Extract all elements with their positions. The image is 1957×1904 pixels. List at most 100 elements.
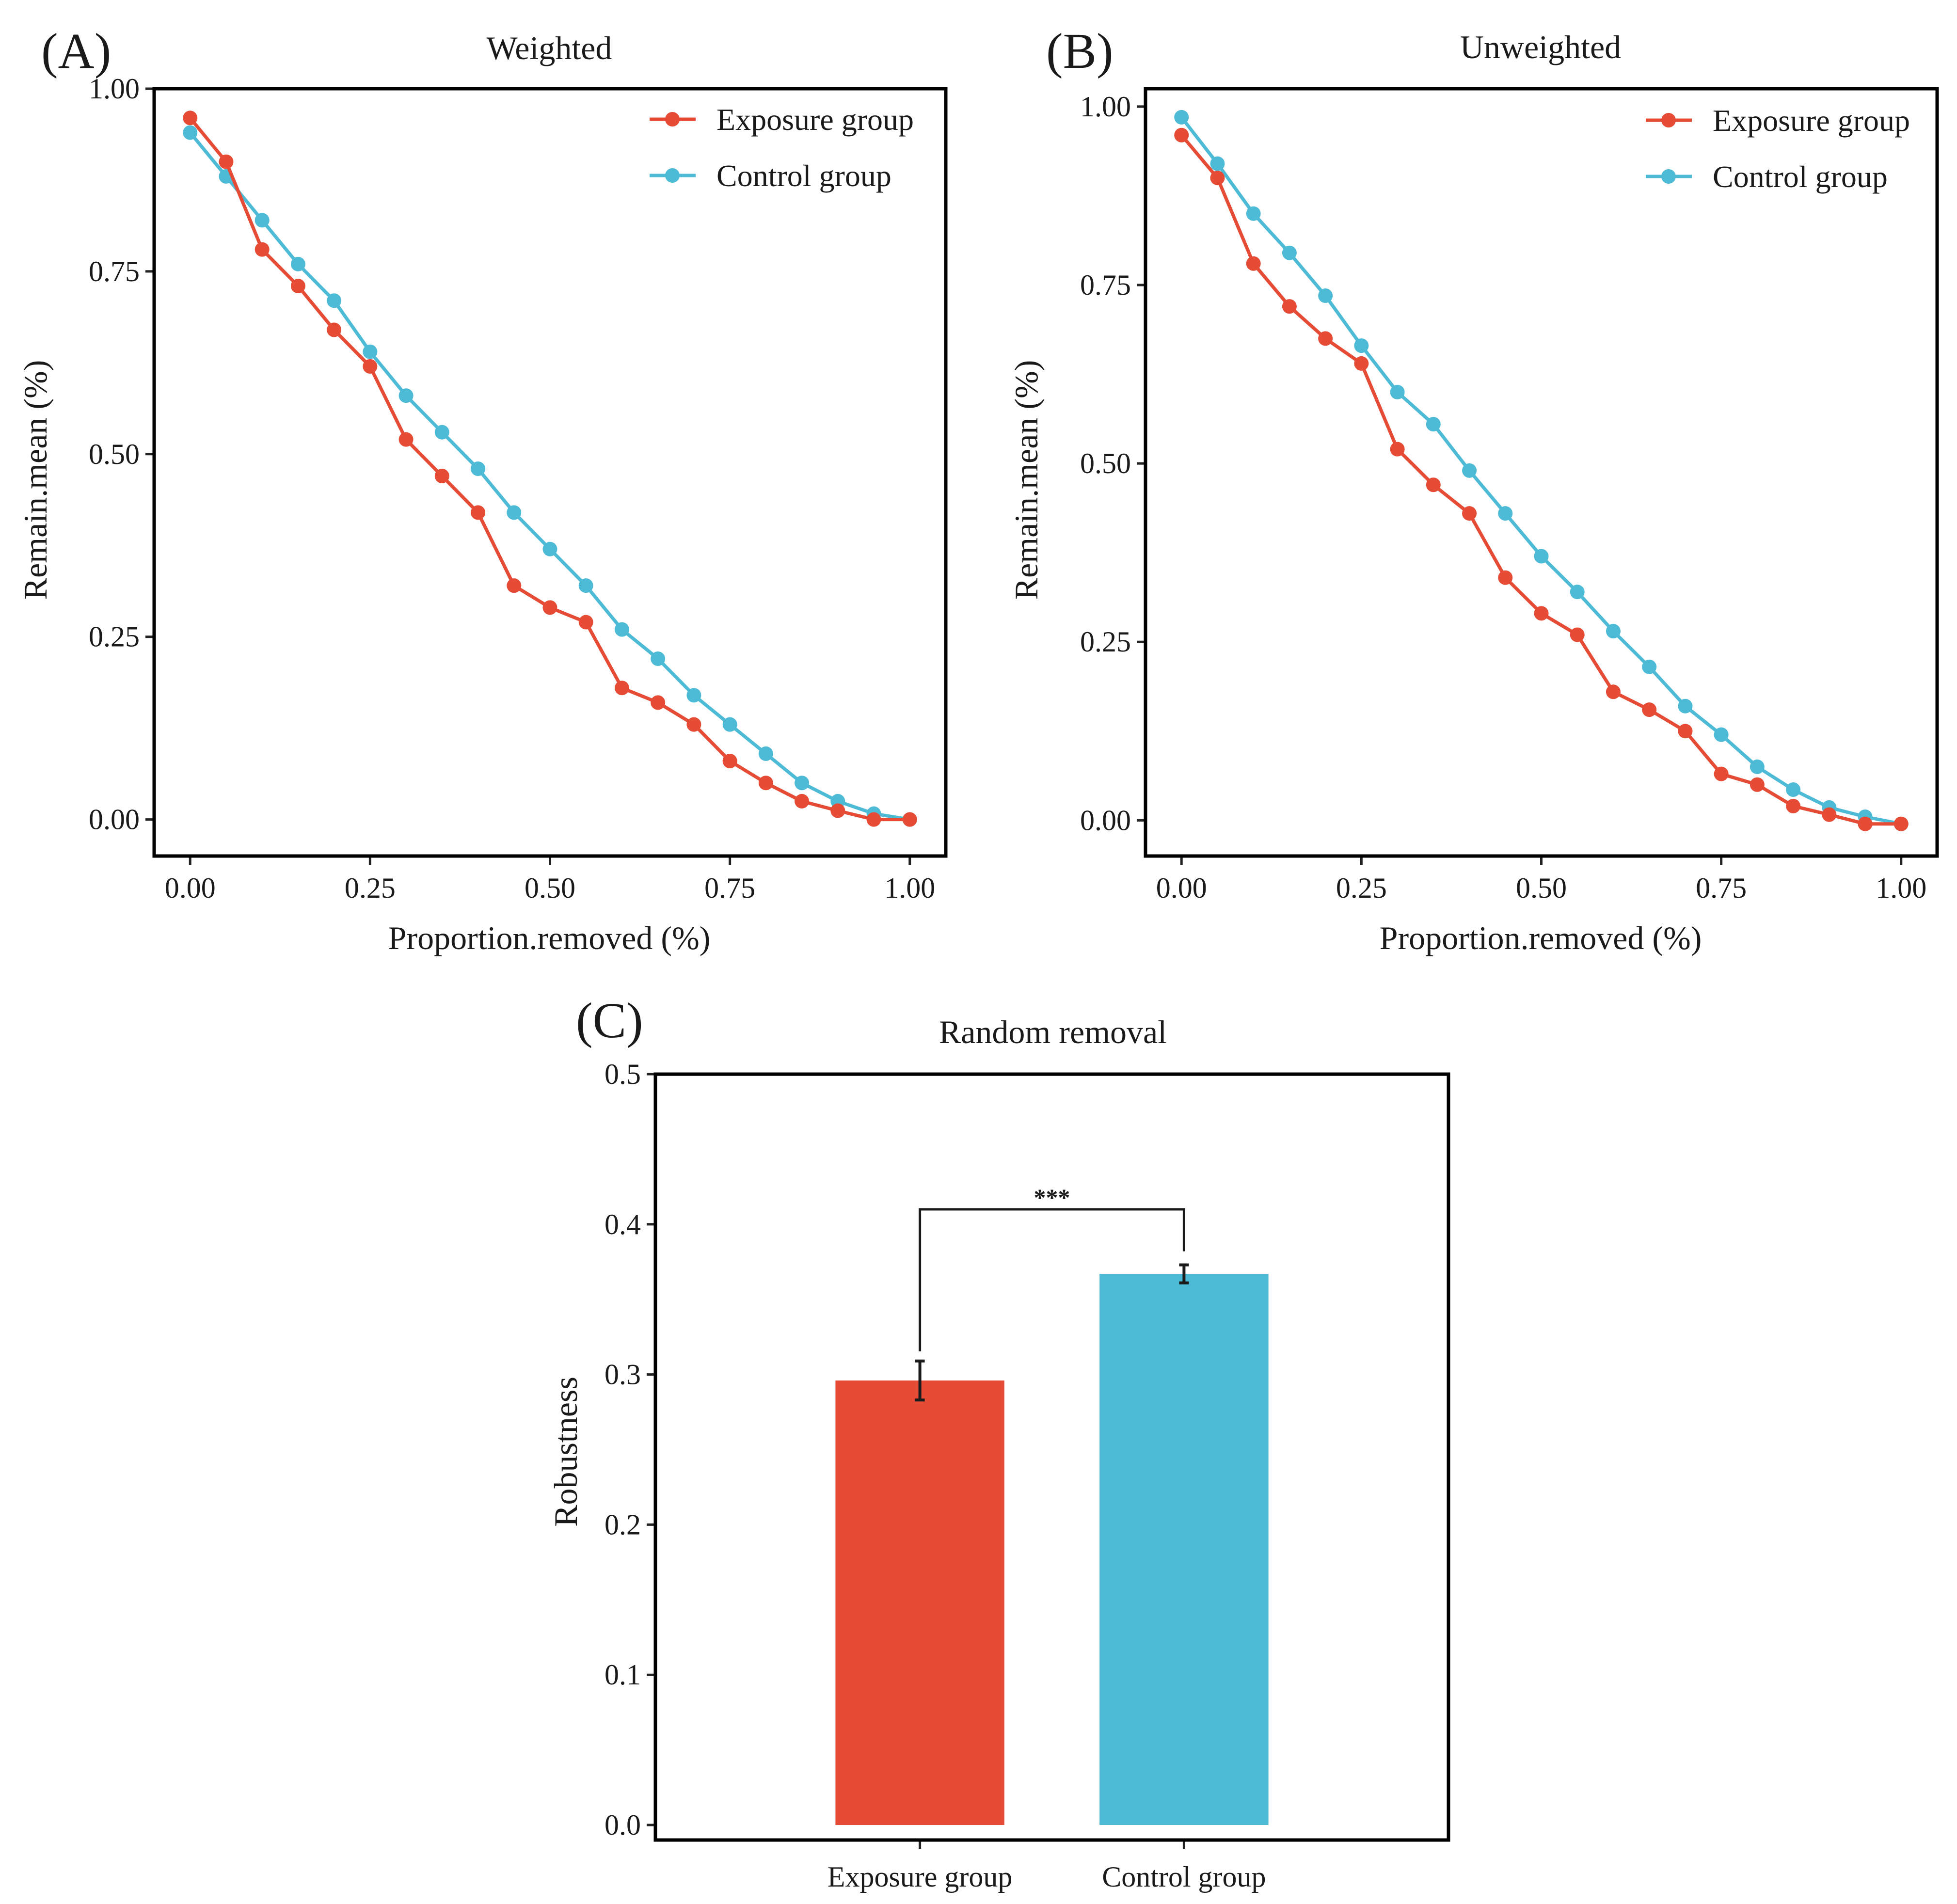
y-tick-label-c-3: 0.3 bbox=[605, 1359, 641, 1391]
y-tick-label-b-3: 0.75 bbox=[1080, 269, 1131, 301]
y-tick-label-a-4: 1.00 bbox=[89, 73, 140, 105]
point-control-group-b-2 bbox=[1246, 206, 1261, 221]
point-exposure-group-b-16 bbox=[1750, 777, 1765, 792]
y-tick-label-c-0: 0.0 bbox=[605, 1809, 641, 1841]
y-tick-label-c-2: 0.2 bbox=[605, 1508, 641, 1540]
point-exposure-group-b-1 bbox=[1210, 171, 1225, 186]
y-axis-label-c: Robustness bbox=[547, 1377, 584, 1527]
chart-title-b: Unweighted bbox=[1460, 29, 1621, 65]
x-tick-label-control-group: Control group bbox=[1102, 1861, 1266, 1893]
point-control-group-a-17 bbox=[795, 776, 810, 791]
point-exposure-group-a-2 bbox=[255, 242, 270, 257]
y-tick-label-c-4: 0.4 bbox=[605, 1208, 641, 1240]
point-exposure-group-b-8 bbox=[1462, 506, 1477, 521]
x-tick-label-exposure-group: Exposure group bbox=[827, 1861, 1013, 1893]
point-exposure-group-a-18 bbox=[830, 803, 845, 818]
legend-a: Exposure group Control group bbox=[650, 102, 914, 193]
point-exposure-group-b-11 bbox=[1570, 627, 1585, 642]
point-exposure-group-a-13 bbox=[651, 695, 666, 710]
legend-label-control-a: Control group bbox=[716, 159, 891, 193]
point-control-group-b-12 bbox=[1606, 624, 1621, 639]
point-control-group-a-9 bbox=[507, 505, 522, 520]
point-control-group-b-9 bbox=[1498, 506, 1513, 521]
x-tick-label-b-2: 0.50 bbox=[1516, 872, 1567, 904]
plot-frame-c bbox=[653, 1072, 1450, 1842]
point-exposure-group-a-5 bbox=[363, 359, 378, 374]
significance-bracket bbox=[919, 1208, 1185, 1351]
point-exposure-group-b-9 bbox=[1498, 570, 1513, 585]
point-exposure-group-a-1 bbox=[219, 154, 234, 169]
point-control-group-b-0 bbox=[1174, 110, 1189, 125]
legend-marker-exposure-b bbox=[1661, 113, 1676, 127]
legend-label-exposure-a: Exposure group bbox=[716, 102, 914, 137]
point-control-group-a-7 bbox=[434, 425, 449, 440]
x-tick-label-a-0: 0.00 bbox=[165, 872, 216, 904]
point-control-group-a-12 bbox=[614, 622, 629, 637]
x-axis-label-b: Proportion.removed (%) bbox=[1380, 920, 1702, 956]
point-exposure-group-a-19 bbox=[866, 812, 881, 827]
point-control-group-b-17 bbox=[1786, 782, 1801, 797]
point-control-group-b-14 bbox=[1678, 698, 1693, 714]
point-exposure-group-b-13 bbox=[1642, 702, 1657, 717]
point-control-group-a-6 bbox=[398, 388, 414, 403]
point-control-group-b-8 bbox=[1462, 463, 1477, 478]
point-control-group-b-5 bbox=[1354, 338, 1369, 353]
chart-title-a: Weighted bbox=[487, 30, 612, 66]
point-control-group-b-1 bbox=[1210, 156, 1225, 171]
x-tick-label-a-3: 0.75 bbox=[704, 872, 755, 904]
legend-label-control-b: Control group bbox=[1713, 159, 1888, 194]
y-tick-label-b-2: 0.50 bbox=[1080, 447, 1131, 479]
point-exposure-group-a-3 bbox=[290, 279, 305, 294]
y-tick-label-a-3: 0.75 bbox=[89, 255, 140, 287]
y-tick-label-a-0: 0.00 bbox=[89, 804, 140, 836]
panel-label-b: (B) bbox=[1046, 23, 1114, 79]
point-exposure-group-a-20 bbox=[902, 812, 917, 827]
plot-frame-b bbox=[1144, 87, 1939, 858]
x-tick-label-b-0: 0.00 bbox=[1156, 872, 1207, 904]
point-control-group-b-6 bbox=[1390, 384, 1405, 399]
x-tick-label-b-4: 1.00 bbox=[1876, 872, 1926, 904]
point-exposure-group-a-0 bbox=[183, 111, 198, 126]
point-exposure-group-a-11 bbox=[578, 615, 593, 630]
chart-title-c: Random removal bbox=[939, 1014, 1167, 1050]
x-tick-label-a-2: 0.50 bbox=[525, 872, 575, 904]
point-exposure-group-a-15 bbox=[722, 754, 737, 769]
y-tick-label-b-0: 0.00 bbox=[1080, 804, 1131, 836]
point-exposure-group-b-15 bbox=[1714, 766, 1729, 781]
point-exposure-group-b-5 bbox=[1354, 356, 1369, 371]
point-exposure-group-a-12 bbox=[614, 681, 629, 696]
panel-c-random-removal: (C) Random removal Robustness 0.00.10.20… bbox=[547, 993, 1450, 1893]
point-exposure-group-a-14 bbox=[686, 717, 701, 732]
point-control-group-b-3 bbox=[1282, 245, 1297, 260]
point-control-group-a-14 bbox=[686, 688, 701, 703]
point-exposure-group-b-6 bbox=[1390, 442, 1405, 457]
point-control-group-a-11 bbox=[578, 578, 593, 593]
point-control-group-b-10 bbox=[1534, 549, 1549, 564]
y-axis-label-b: Remain.mean (%) bbox=[1008, 360, 1045, 600]
legend-marker-exposure-a bbox=[665, 112, 680, 127]
point-exposure-group-a-10 bbox=[542, 600, 557, 615]
point-control-group-a-8 bbox=[471, 461, 486, 476]
legend-marker-control-b bbox=[1661, 169, 1676, 184]
legend-b: Exposure group Control group bbox=[1646, 103, 1910, 194]
panel-b-unweighted: (B) Unweighted Proportion.removed (%) Re… bbox=[1008, 23, 1939, 956]
point-exposure-group-b-19 bbox=[1858, 816, 1873, 831]
x-tick-label-b-1: 0.25 bbox=[1336, 872, 1387, 904]
point-control-group-a-4 bbox=[327, 293, 342, 308]
point-exposure-group-b-7 bbox=[1426, 477, 1441, 492]
point-control-group-a-3 bbox=[290, 256, 305, 271]
point-control-group-b-16 bbox=[1750, 759, 1765, 774]
x-tick-label-a-1: 0.25 bbox=[345, 872, 396, 904]
x-axis-label-a: Proportion.removed (%) bbox=[388, 920, 711, 956]
point-exposure-group-b-18 bbox=[1822, 807, 1837, 822]
point-control-group-b-11 bbox=[1570, 585, 1585, 600]
legend-marker-control-a bbox=[665, 168, 680, 183]
plot-marks-c: 0.0 0.1 0.2 0.3 0.4 0.5 Exposure group Control … bbox=[605, 1058, 1269, 1893]
point-control-group-a-10 bbox=[542, 541, 557, 556]
point-exposure-group-b-10 bbox=[1534, 606, 1549, 621]
y-tick-label-c-1: 0.1 bbox=[605, 1659, 641, 1691]
point-exposure-group-b-20 bbox=[1893, 816, 1909, 831]
bar-exposure-group bbox=[835, 1380, 1004, 1825]
point-control-group-a-2 bbox=[255, 213, 270, 228]
